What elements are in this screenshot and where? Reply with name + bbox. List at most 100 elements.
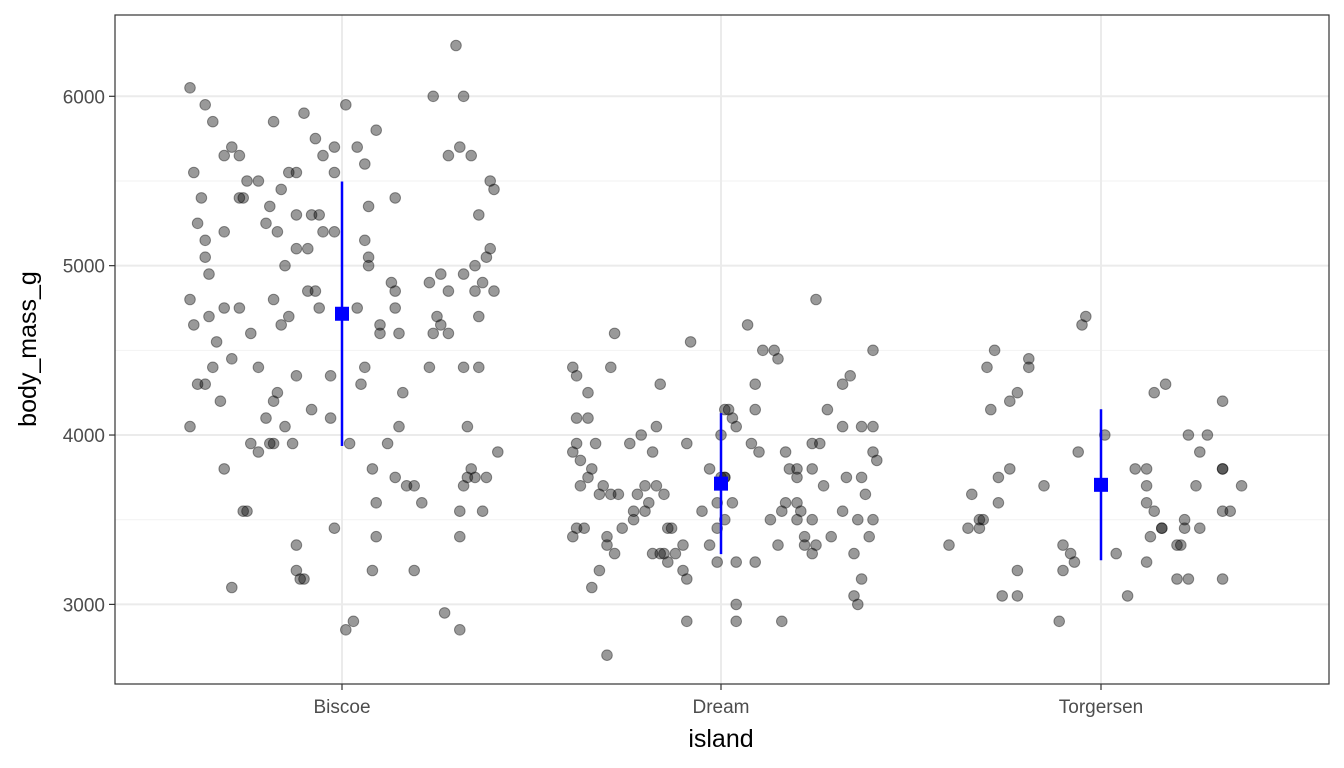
data-point-biscoe	[309, 132, 322, 145]
data-point-torgersen	[1178, 513, 1191, 526]
data-point-biscoe	[226, 353, 238, 365]
data-point-biscoe	[385, 276, 398, 289]
data-point-torgersen	[1201, 429, 1214, 441]
data-point-dream	[810, 293, 822, 306]
data-point-biscoe	[302, 285, 314, 297]
data-point-torgersen	[1216, 573, 1229, 585]
y-tick-label: 4000	[63, 426, 105, 447]
data-point-torgersen	[1023, 361, 1035, 374]
data-point-biscoe	[203, 310, 215, 323]
data-point-biscoe	[461, 420, 474, 433]
data-point-biscoe	[275, 183, 288, 196]
data-point-biscoe	[271, 226, 284, 238]
data-point-biscoe	[442, 149, 455, 162]
data-point-biscoe	[492, 446, 504, 458]
mean-marker-biscoe	[335, 306, 349, 321]
data-point-biscoe	[374, 319, 386, 331]
data-point-biscoe	[298, 107, 310, 119]
data-point-dream	[844, 370, 857, 382]
data-point-biscoe	[283, 166, 295, 179]
data-point-biscoe	[435, 319, 447, 331]
data-point-biscoe	[226, 581, 238, 594]
data-point-dream	[658, 547, 670, 560]
data-point-torgersen	[1216, 505, 1229, 518]
data-point-biscoe	[252, 175, 265, 187]
panel-border	[114, 14, 1330, 685]
data-point-biscoe	[351, 141, 364, 153]
data-point-dream	[776, 505, 788, 518]
data-point-dream	[772, 353, 784, 365]
data-point-biscoe	[442, 327, 455, 340]
data-point-torgersen	[1148, 505, 1160, 518]
data-point-dream	[665, 522, 678, 535]
data-point-biscoe	[393, 327, 405, 340]
data-point-biscoe	[210, 336, 223, 348]
data-point-dream	[586, 581, 598, 594]
data-point-torgersen	[1140, 480, 1153, 492]
data-point-dream	[730, 615, 743, 628]
data-point-torgersen	[966, 488, 978, 501]
data-point-dream	[654, 547, 667, 560]
data-point-biscoe	[461, 471, 474, 484]
data-point-biscoe	[408, 564, 421, 577]
data-point-biscoe	[233, 302, 246, 314]
data-point-biscoe	[438, 607, 451, 619]
data-point-biscoe	[214, 395, 227, 408]
data-point-dream	[608, 327, 621, 340]
data-point-biscoe	[260, 412, 272, 424]
data-point-dream	[836, 378, 849, 391]
data-point-dream	[677, 539, 689, 551]
data-point-biscoe	[184, 420, 196, 433]
data-point-biscoe	[324, 370, 337, 382]
data-point-dream	[570, 522, 583, 535]
data-point-biscoe	[191, 378, 204, 391]
x-tick-label-torgersen: Torgersen	[1059, 697, 1144, 718]
data-point-biscoe	[195, 192, 208, 204]
data-point-biscoe	[359, 158, 371, 170]
data-point-biscoe	[374, 327, 386, 340]
y-tick-label: 6000	[63, 87, 105, 108]
data-point-torgersen	[1068, 556, 1081, 568]
data-point-dream	[741, 319, 754, 331]
data-point-dream	[810, 539, 822, 551]
data-point-torgersen	[992, 471, 1005, 484]
data-point-dream	[836, 505, 849, 518]
data-point-dream	[795, 505, 807, 518]
data-point-dream	[570, 412, 583, 424]
data-point-torgersen	[996, 590, 1009, 602]
data-point-dream	[662, 556, 674, 568]
data-point-dream	[817, 480, 830, 492]
data-point-dream	[852, 598, 864, 611]
data-point-torgersen	[1140, 463, 1153, 475]
y-tick-label: 3000	[63, 595, 105, 616]
data-point-torgersen	[1182, 573, 1195, 585]
data-point-biscoe	[400, 480, 413, 492]
data-point-biscoe	[226, 141, 238, 153]
data-point-biscoe	[370, 124, 383, 136]
data-point-biscoe	[267, 395, 280, 408]
data-point-biscoe	[290, 209, 303, 221]
data-point-biscoe	[370, 530, 383, 543]
data-point-torgersen	[1171, 573, 1183, 585]
data-point-biscoe	[454, 530, 466, 543]
data-point-torgersen	[1216, 463, 1229, 475]
data-point-dream	[612, 488, 625, 501]
y-tick-label: 5000	[63, 257, 105, 278]
data-point-biscoe	[328, 226, 341, 238]
data-point-torgersen	[1144, 530, 1157, 543]
data-point-biscoe	[427, 327, 440, 340]
data-point-biscoe	[290, 242, 303, 255]
data-point-dream	[745, 437, 758, 450]
data-point-biscoe	[454, 505, 466, 518]
data-point-biscoe	[473, 209, 485, 221]
data-point-dream	[730, 556, 743, 568]
data-point-dream	[574, 480, 587, 492]
data-point-dream	[753, 446, 765, 458]
data-point-torgersen	[973, 522, 986, 535]
data-point-dream	[836, 420, 849, 433]
data-point-dream	[867, 513, 879, 526]
data-point-biscoe	[260, 217, 272, 230]
data-point-torgersen	[1038, 480, 1050, 492]
data-point-biscoe	[359, 361, 371, 374]
data-point-biscoe	[366, 564, 379, 577]
